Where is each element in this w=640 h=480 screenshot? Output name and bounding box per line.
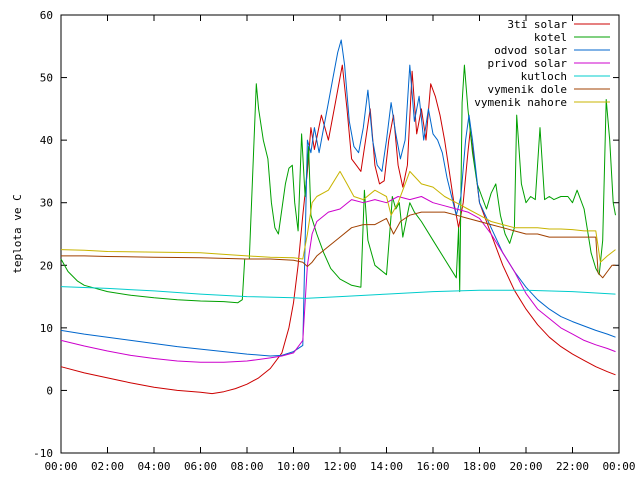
legend-label: kutloch xyxy=(521,70,567,83)
series-line-vymenik-nahore xyxy=(60,170,616,263)
legend-label: 3ti solar xyxy=(507,18,567,31)
x-tick-label: 20:00 xyxy=(509,460,542,473)
series-line-kotel xyxy=(60,64,616,304)
x-tick-label: 12:00 xyxy=(323,460,356,473)
x-tick-label: 10:00 xyxy=(277,460,310,473)
x-tick-label: 00:00 xyxy=(602,460,635,473)
legend-label: privod solar xyxy=(488,57,568,70)
y-axis-label: teplota ve C xyxy=(11,194,24,273)
y-tick-label: 10 xyxy=(40,322,53,335)
legend-label: vymenik dole xyxy=(488,83,567,96)
legend-label: kotel xyxy=(534,31,567,44)
axis-ticks: -10 0 10 20 30 40 50 60 00:00 02:00 04:00 06:00 08:0… xyxy=(33,9,635,473)
y-tick-label: 40 xyxy=(40,134,53,147)
series-line-privod-solar xyxy=(60,196,616,363)
y-tick-label: -10 xyxy=(33,447,53,460)
x-tick-label: 02:00 xyxy=(91,460,124,473)
y-tick-label: 20 xyxy=(40,259,53,272)
x-tick-label: 00:00 xyxy=(44,460,77,473)
y-tick-label: 60 xyxy=(40,9,53,22)
series-line-vymenik-dole xyxy=(61,211,616,279)
x-tick-label: 06:00 xyxy=(184,460,217,473)
x-tick-label: 16:00 xyxy=(416,460,449,473)
x-tick-label: 14:00 xyxy=(370,460,403,473)
x-tick-label: 18:00 xyxy=(463,460,496,473)
series-line-odvod-solar xyxy=(60,39,616,357)
series-line-3ti-solar xyxy=(60,64,616,395)
y-tick-label: 0 xyxy=(46,384,53,397)
y-tick-label: 30 xyxy=(40,197,53,210)
x-tick-label: 08:00 xyxy=(230,460,263,473)
x-tick-label: 22:00 xyxy=(556,460,589,473)
legend-label: vymenik nahore xyxy=(474,96,567,109)
series-line-kutloch xyxy=(60,286,616,299)
legend-label: odvod solar xyxy=(494,44,567,57)
series-lines xyxy=(60,39,616,395)
y-tick-label: 50 xyxy=(40,72,53,85)
x-tick-label: 04:00 xyxy=(137,460,170,473)
